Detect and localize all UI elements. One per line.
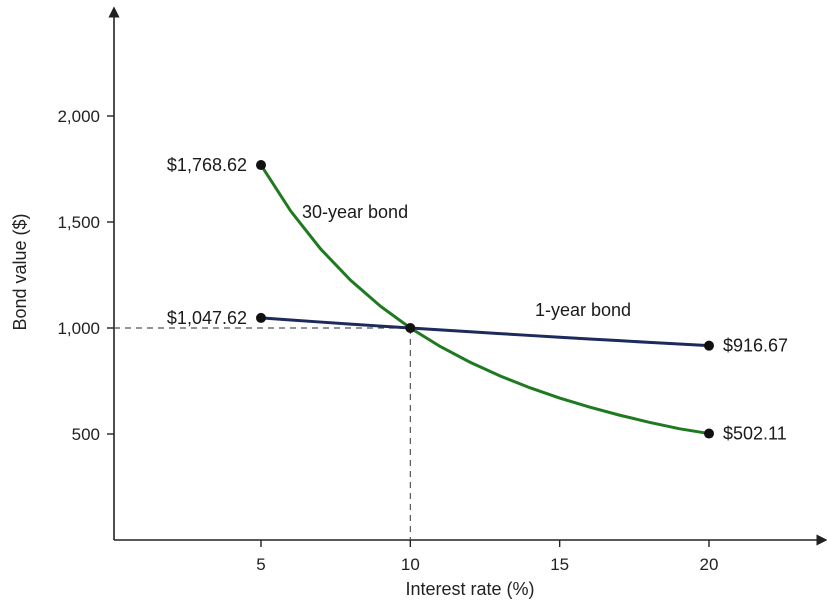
series-line-1-year-bond [259, 316, 711, 348]
y-axis-title: Bond value ($) [10, 213, 30, 330]
data-point-intersection [405, 323, 416, 333]
series-line-30-year-bond [259, 163, 711, 436]
y-tick-label: 2,000 [57, 107, 100, 126]
data-label-1-year-end: $916.67 [723, 336, 788, 356]
x-tick-label: 10 [401, 555, 420, 574]
x-tick-label: 15 [550, 555, 569, 574]
y-tick-label: 1,500 [57, 213, 100, 232]
x-axis-ticks: 5 10 15 20 [256, 540, 718, 574]
data-point-1-year-end [704, 340, 714, 351]
data-label-30-year-start: $1,768.62 [167, 155, 247, 175]
data-point-30-year-start [256, 160, 266, 171]
data-point-1-year-start [256, 312, 266, 323]
data-label-30-year-end: $502.11 [723, 424, 787, 444]
y-tick-label: 1,000 [57, 319, 100, 338]
data-label-1-year-start: $1,047.62 [167, 308, 247, 328]
x-axis-title: Interest rate (%) [405, 579, 534, 599]
x-tick-label: 20 [700, 555, 719, 574]
series-label-1-year-bond: 1-year bond [535, 300, 631, 320]
x-tick-label: 5 [256, 555, 265, 574]
y-tick-label: 500 [72, 425, 100, 444]
series-label-30-year-bond: 30-year bond [302, 202, 408, 222]
y-axis-ticks: 500 1,000 1,500 2,000 [57, 107, 114, 444]
data-point-30-year-end [704, 428, 714, 439]
